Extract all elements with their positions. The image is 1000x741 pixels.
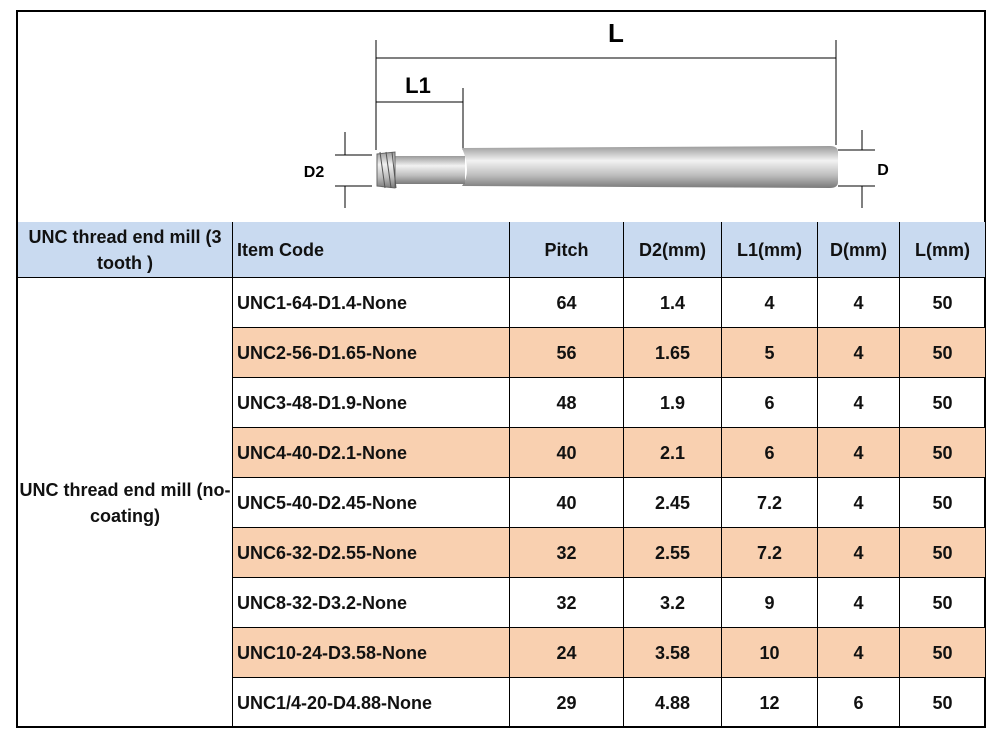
value-cell: 4.88	[624, 678, 722, 728]
value-cell: 48	[510, 378, 624, 428]
value-cell: 50	[900, 628, 986, 678]
item-code: UNC6-32-D2.55-None	[233, 528, 510, 578]
item-code: UNC5-40-D2.45-None	[233, 478, 510, 528]
value-cell: 4	[818, 578, 900, 628]
value-cell: 4	[818, 528, 900, 578]
value-cell: 4	[818, 478, 900, 528]
header-cell: D(mm)	[818, 222, 900, 278]
value-cell: 64	[510, 278, 624, 328]
value-cell: 2.1	[624, 428, 722, 478]
value-cell: 5	[722, 328, 818, 378]
value-cell: 50	[900, 428, 986, 478]
header-cell: L1(mm)	[722, 222, 818, 278]
shank	[462, 146, 838, 188]
value-cell: 50	[900, 528, 986, 578]
item-code: UNC3-48-D1.9-None	[233, 378, 510, 428]
item-code: UNC1/4-20-D4.88-None	[233, 678, 510, 728]
value-cell: 32	[510, 528, 624, 578]
value-cell: 4	[818, 628, 900, 678]
value-cell: 7.2	[722, 528, 818, 578]
value-cell: 50	[900, 328, 986, 378]
value-cell: 1.4	[624, 278, 722, 328]
value-cell: 1.65	[624, 328, 722, 378]
item-code: UNC4-40-D2.1-None	[233, 428, 510, 478]
value-cell: 2.45	[624, 478, 722, 528]
label-d: D	[877, 162, 889, 179]
value-cell: 50	[900, 478, 986, 528]
value-cell: 12	[722, 678, 818, 728]
value-cell: 4	[818, 378, 900, 428]
item-code: UNC10-24-D3.58-None	[233, 628, 510, 678]
value-cell: 24	[510, 628, 624, 678]
value-cell: 4	[722, 278, 818, 328]
item-code: UNC1-64-D1.4-None	[233, 278, 510, 328]
label-l: L	[608, 18, 624, 48]
value-cell: 6	[818, 678, 900, 728]
value-cell: 29	[510, 678, 624, 728]
label-d2: D2	[304, 164, 325, 181]
header-cell: Pitch	[510, 222, 624, 278]
value-cell: 6	[722, 428, 818, 478]
label-l1: L1	[405, 73, 431, 98]
header-cell: Item Code	[233, 222, 510, 278]
value-cell: 50	[900, 278, 986, 328]
value-cell: 4	[818, 328, 900, 378]
neck	[395, 156, 465, 184]
value-cell: 1.9	[624, 378, 722, 428]
value-cell: 40	[510, 428, 624, 478]
value-cell: 3.58	[624, 628, 722, 678]
header-cell: L(mm)	[900, 222, 986, 278]
value-cell: 50	[900, 378, 986, 428]
value-cell: 32	[510, 578, 624, 628]
value-cell: 9	[722, 578, 818, 628]
value-cell: 3.2	[624, 578, 722, 628]
value-cell: 56	[510, 328, 624, 378]
header-cell: D2(mm)	[624, 222, 722, 278]
value-cell: 50	[900, 678, 986, 728]
value-cell: 40	[510, 478, 624, 528]
group-label: UNC thread end mill (no-coating)	[18, 278, 233, 728]
item-code: UNC2-56-D1.65-None	[233, 328, 510, 378]
value-cell: 7.2	[722, 478, 818, 528]
tool-diagram: L L1 D2 D	[304, 18, 889, 208]
value-cell: 2.55	[624, 528, 722, 578]
value-cell: 4	[818, 278, 900, 328]
value-cell: 50	[900, 578, 986, 628]
thread	[376, 151, 397, 189]
value-cell: 4	[818, 428, 900, 478]
value-cell: 10	[722, 628, 818, 678]
value-cell: 6	[722, 378, 818, 428]
header-cell: UNC thread end mill (3 tooth )	[18, 222, 233, 278]
item-code: UNC8-32-D3.2-None	[233, 578, 510, 628]
